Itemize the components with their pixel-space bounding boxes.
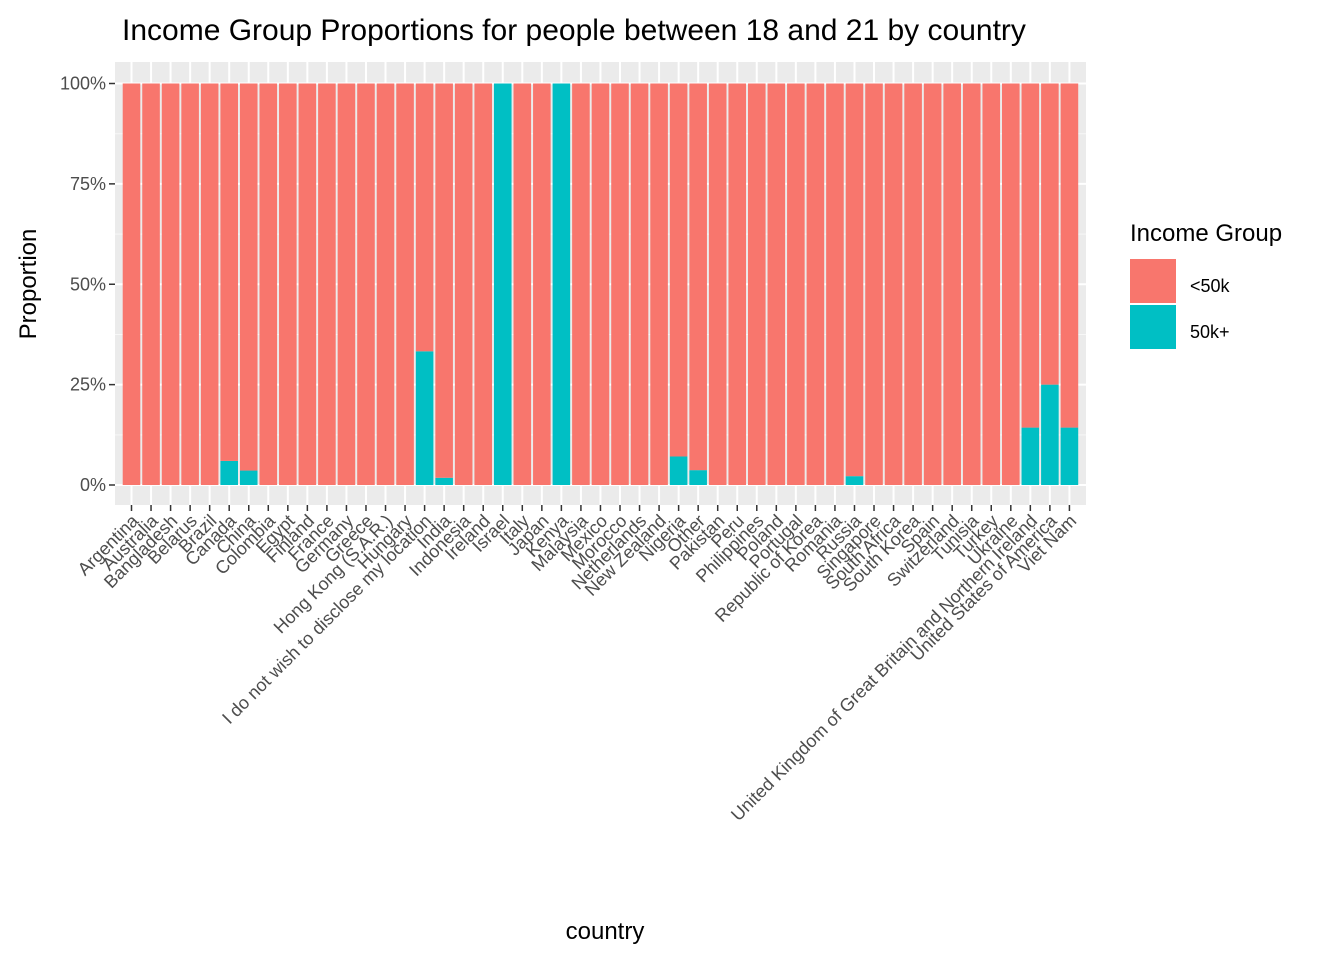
- bars: [122, 83, 1079, 485]
- legend-swatch-under-50k: [1130, 259, 1176, 303]
- bar-under-50k: [611, 83, 629, 485]
- bar-under-50k: [122, 83, 141, 485]
- y-tick-label: 100%: [60, 74, 106, 94]
- bar-under-50k: [357, 83, 375, 485]
- bar-under-50k: [142, 83, 160, 485]
- bar-under-50k: [1002, 83, 1020, 485]
- bar-under-50k: [161, 83, 180, 485]
- bar-50k-plus: [1060, 427, 1079, 485]
- bar-50k-plus: [845, 476, 864, 485]
- bar-under-50k: [826, 83, 844, 485]
- bar-under-50k: [1041, 83, 1059, 385]
- bar-under-50k: [513, 83, 532, 485]
- bar-under-50k: [669, 83, 688, 457]
- chart-title: Income Group Proportions for people betw…: [122, 14, 1026, 47]
- bar-under-50k: [572, 83, 590, 485]
- bar-50k-plus: [1021, 427, 1040, 485]
- bar-under-50k: [865, 83, 883, 485]
- bar-under-50k: [200, 83, 219, 485]
- bar-50k-plus: [435, 477, 453, 485]
- bar-under-50k: [376, 83, 395, 485]
- bar-under-50k: [279, 83, 297, 485]
- bar-under-50k: [923, 83, 942, 485]
- bar-50k-plus: [415, 351, 434, 485]
- bar-under-50k: [982, 83, 1001, 485]
- bar-under-50k: [533, 83, 551, 485]
- bar-under-50k: [884, 83, 903, 485]
- bar-under-50k: [904, 83, 922, 485]
- bar-50k-plus: [239, 470, 258, 485]
- bar-under-50k: [708, 83, 727, 485]
- bar-50k-plus: [493, 83, 512, 485]
- y-tick-label: 0%: [80, 475, 106, 495]
- bar-under-50k: [1060, 83, 1079, 428]
- bar-under-50k: [806, 83, 825, 485]
- bar-under-50k: [239, 83, 258, 471]
- legend-swatch-50k-plus: [1130, 305, 1176, 349]
- bar-under-50k: [415, 83, 434, 352]
- bar-under-50k: [689, 83, 707, 471]
- x-axis-title: country: [566, 918, 645, 945]
- bar-under-50k: [435, 83, 453, 478]
- bar-under-50k: [337, 83, 356, 485]
- bar-50k-plus: [669, 456, 688, 485]
- bar-under-50k: [650, 83, 668, 485]
- bar-under-50k: [845, 83, 864, 477]
- y-tick-label: 25%: [70, 375, 106, 395]
- bar-under-50k: [181, 83, 199, 485]
- bar-under-50k: [767, 83, 786, 485]
- bar-under-50k: [630, 83, 649, 485]
- bar-under-50k: [591, 83, 610, 485]
- bar-50k-plus: [1041, 384, 1059, 485]
- bar-under-50k: [962, 83, 981, 485]
- bar-under-50k: [787, 83, 805, 485]
- legend-label-under-50k: <50k: [1190, 276, 1231, 296]
- legend-title: Income Group: [1130, 220, 1282, 247]
- x-axis: ArgentinaAustraliaBangladeshBelarusBrazi…: [74, 505, 1080, 825]
- bar-50k-plus: [220, 460, 238, 485]
- y-axis: 0% 25% 50% 75% 100%: [60, 74, 115, 495]
- y-tick-label: 50%: [70, 274, 106, 294]
- bar-under-50k: [220, 83, 238, 461]
- bar-under-50k: [396, 83, 414, 485]
- y-axis-title: Proportion: [15, 229, 42, 340]
- bar-50k-plus: [689, 470, 707, 485]
- bar-under-50k: [454, 83, 473, 485]
- bar-under-50k: [318, 83, 336, 485]
- bar-under-50k: [943, 83, 961, 485]
- bar-under-50k: [728, 83, 747, 485]
- y-tick-label: 75%: [70, 174, 106, 194]
- legend: Income Group <50k 50k+: [1130, 220, 1282, 349]
- bar-under-50k: [474, 83, 493, 485]
- bar-under-50k: [1021, 83, 1040, 428]
- bar-under-50k: [259, 83, 278, 485]
- bar-under-50k: [298, 83, 317, 485]
- bar-under-50k: [747, 83, 766, 485]
- legend-label-50k-plus: 50k+: [1190, 322, 1230, 342]
- bar-50k-plus: [552, 83, 571, 485]
